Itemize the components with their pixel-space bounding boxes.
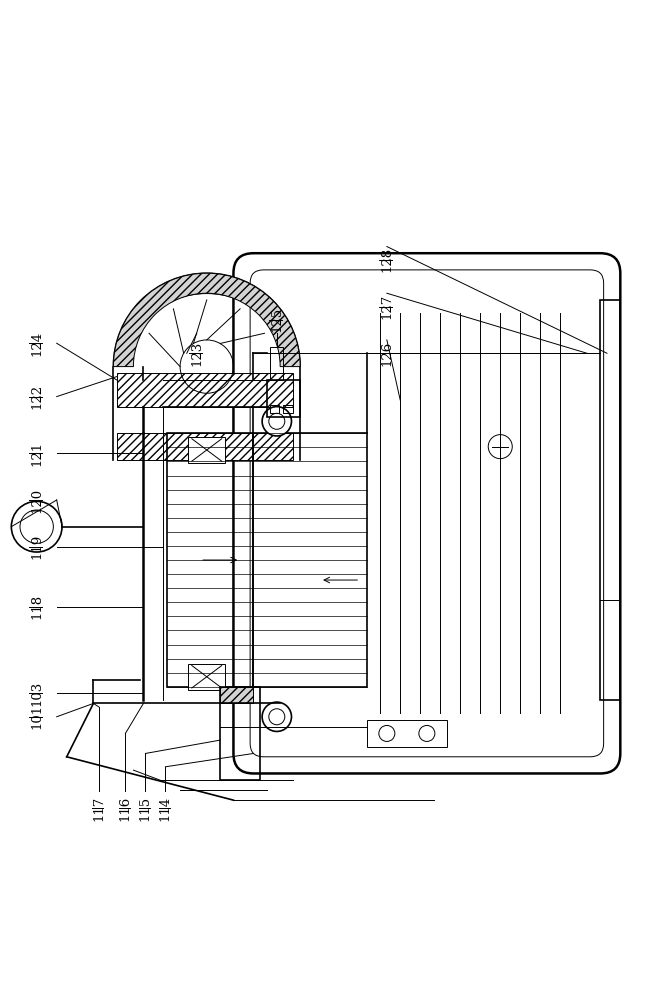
Bar [267,380,300,417]
Bar [167,433,253,687]
Text: 122: 122 [30,384,43,409]
Circle shape [419,725,435,741]
Bar [117,373,293,407]
Bar [283,405,293,413]
Text: 116: 116 [119,796,132,821]
Text: 127: 127 [380,294,394,319]
Bar [270,405,279,413]
Bar [117,433,293,460]
Text: 117: 117 [92,796,105,821]
Text: 126: 126 [380,341,394,366]
Text: 123: 123 [190,341,203,366]
Bar [600,300,620,700]
Text: 101: 101 [30,704,43,729]
Text: 120: 120 [30,487,43,513]
Circle shape [262,702,291,731]
Bar [188,664,225,690]
Bar [367,720,447,747]
Text: 119: 119 [30,534,43,559]
Bar [188,437,225,463]
Text: 118: 118 [30,594,43,619]
Bar [270,347,283,380]
Circle shape [11,501,62,552]
Bar [220,687,253,703]
Bar [253,433,367,687]
Text: 124: 124 [30,331,43,356]
Circle shape [269,709,285,725]
Circle shape [262,407,291,436]
Text: 128: 128 [380,247,394,272]
Circle shape [379,725,395,741]
Text: 114: 114 [159,796,172,821]
Wedge shape [113,273,300,367]
Text: 121: 121 [30,441,43,466]
Text: 115: 115 [139,796,152,821]
Text: 103: 103 [30,681,43,706]
Bar [220,687,260,780]
Text: 125: 125 [270,307,283,332]
Circle shape [269,413,285,429]
